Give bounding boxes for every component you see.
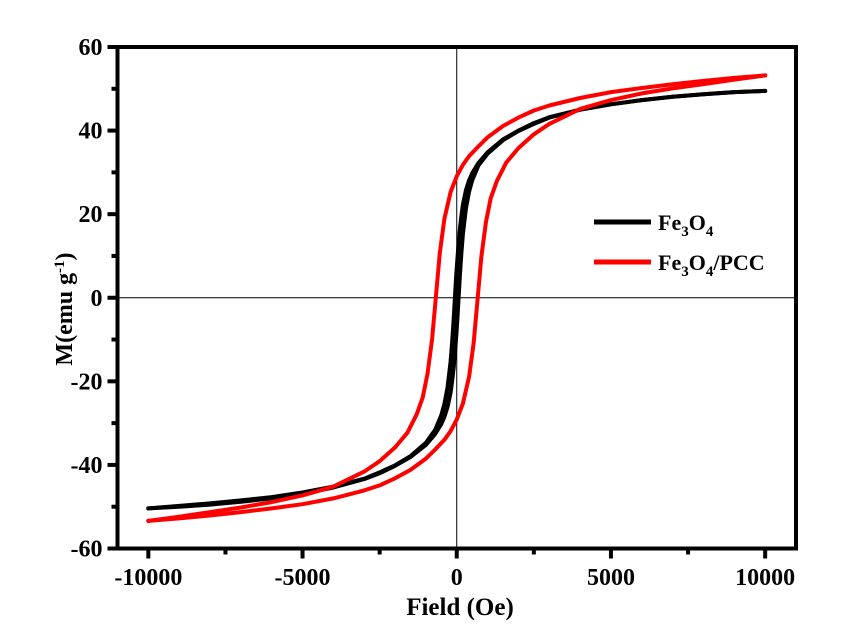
y-tick-label: -20 xyxy=(71,369,103,395)
legend-label-fe3o4: Fe3O4 xyxy=(658,210,714,240)
x-tick-label: -5000 xyxy=(275,565,331,591)
y-tick-label: 20 xyxy=(79,202,103,228)
x-axis-ticks xyxy=(146,548,768,559)
series-0-descending-curve xyxy=(146,88,768,511)
y-tick-label: 40 xyxy=(79,119,103,145)
y-tick-label: -40 xyxy=(71,453,103,479)
series-1-descending-curve xyxy=(146,73,768,523)
x-axis-tick-labels: -10000 -5000 0 5000 10000 xyxy=(114,565,795,591)
y-axis-title: M(emu g-1) xyxy=(52,252,78,365)
y-axis-title-superscript: -1 xyxy=(52,260,68,273)
legend-label-fe3o4-pcc: Fe3O4/PCC xyxy=(658,250,765,280)
x-tick-label: 10000 xyxy=(735,565,795,591)
x-tick-label: 5000 xyxy=(587,565,635,591)
y-axis-title-close: ) xyxy=(52,252,78,260)
curves xyxy=(146,73,768,523)
y-tick-label: 60 xyxy=(79,35,103,61)
y-tick-label: 0 xyxy=(91,286,103,312)
y-axis-tick-labels: 60 40 20 0 -20 -40 -60 xyxy=(71,35,103,563)
y-axis-title-main: M(emu g xyxy=(52,273,78,366)
legend: Fe3O4 Fe3O4/PCC xyxy=(594,210,765,280)
x-tick-label: 0 xyxy=(451,565,463,591)
series-1-ascending-curve xyxy=(146,73,768,523)
x-axis-title: Field (Oe) xyxy=(406,594,514,621)
y-axis-ticks xyxy=(107,45,118,551)
y-tick-label: -60 xyxy=(71,537,103,563)
x-tick-label: -10000 xyxy=(114,565,182,591)
